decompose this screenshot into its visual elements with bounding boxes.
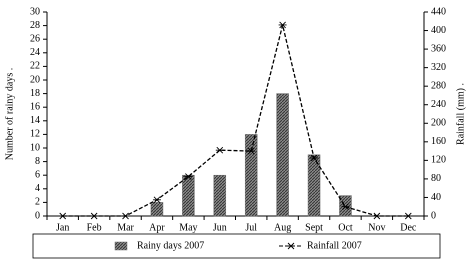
x-tick-label: Nov xyxy=(368,222,385,233)
marker xyxy=(152,196,161,204)
marker xyxy=(121,212,130,220)
x-tick-label: Oct xyxy=(338,222,353,233)
y-tick-label: 16 xyxy=(30,101,40,112)
y-tick-label: 6 xyxy=(35,169,40,180)
y-tick-label: 26 xyxy=(30,33,40,44)
y-tick-label: 4 xyxy=(35,183,40,194)
marker xyxy=(404,212,413,220)
legend-label: Rainfall 2007 xyxy=(307,240,362,251)
y-tick-label: 14 xyxy=(30,115,40,126)
marker xyxy=(247,147,256,155)
y2-tick-label: 0 xyxy=(431,210,436,221)
y-tick-label: 18 xyxy=(30,88,40,99)
y-tick-label: 10 xyxy=(30,142,40,153)
y2-tick-label: 240 xyxy=(431,99,446,110)
x-tick-label: Feb xyxy=(87,222,102,233)
y-tick-label: 8 xyxy=(35,156,40,167)
bar xyxy=(339,195,352,217)
x-tick-label: Aug xyxy=(274,222,291,233)
x-tick-label: May xyxy=(179,222,197,233)
marker xyxy=(310,154,319,162)
legend-box xyxy=(32,233,441,259)
y2-tick-label: 360 xyxy=(431,43,446,54)
bar xyxy=(150,202,164,217)
marker xyxy=(278,21,287,29)
y2-tick-label: 40 xyxy=(431,192,441,203)
x-tick-label: Jun xyxy=(213,222,227,233)
x-tick-label: Apr xyxy=(149,222,165,233)
y-tick-label: 20 xyxy=(30,74,40,85)
y-tick-label: 22 xyxy=(30,61,40,72)
marker xyxy=(58,212,67,220)
bar xyxy=(244,134,258,217)
x-tick-label: Mar xyxy=(117,222,134,233)
bar xyxy=(213,174,227,217)
bar xyxy=(182,174,195,217)
marker xyxy=(90,212,99,220)
y-tick-label: 12 xyxy=(30,129,40,140)
x-tick-label: Dec xyxy=(400,222,417,233)
bar xyxy=(276,93,289,217)
marker xyxy=(341,203,350,211)
y-tick-label: 0 xyxy=(35,210,40,221)
y2-tick-label: 80 xyxy=(431,173,441,184)
bar xyxy=(307,154,321,217)
legend-swatch xyxy=(114,241,128,251)
y-tick-label: 30 xyxy=(30,6,40,17)
y2-tick-label: 200 xyxy=(431,118,446,129)
y2-tick-label: 320 xyxy=(431,62,446,73)
y-tick-label: 24 xyxy=(30,47,40,58)
y2-tick-label: 120 xyxy=(431,155,446,166)
y-axis-label: Number of rainy days . xyxy=(4,68,15,160)
marker xyxy=(215,146,224,154)
y2-axis-label: Rainfall (mm) . xyxy=(455,83,466,145)
legend-marker xyxy=(287,242,295,250)
y2-tick-label: 280 xyxy=(431,80,446,91)
legend-label: Rainy days 2007 xyxy=(137,240,204,251)
x-tick-label: Jan xyxy=(56,222,69,233)
y2-tick-label: 440 xyxy=(431,6,446,17)
y2-tick-label: 400 xyxy=(431,25,446,36)
y-tick-label: 28 xyxy=(30,20,40,31)
line xyxy=(62,24,409,217)
marker xyxy=(372,212,381,220)
marker xyxy=(184,173,193,180)
y2-tick-label: 160 xyxy=(431,136,446,147)
y-tick-label: 2 xyxy=(35,197,40,208)
x-tick-label: Jul xyxy=(245,222,257,233)
x-tick-label: Sept xyxy=(305,222,323,233)
